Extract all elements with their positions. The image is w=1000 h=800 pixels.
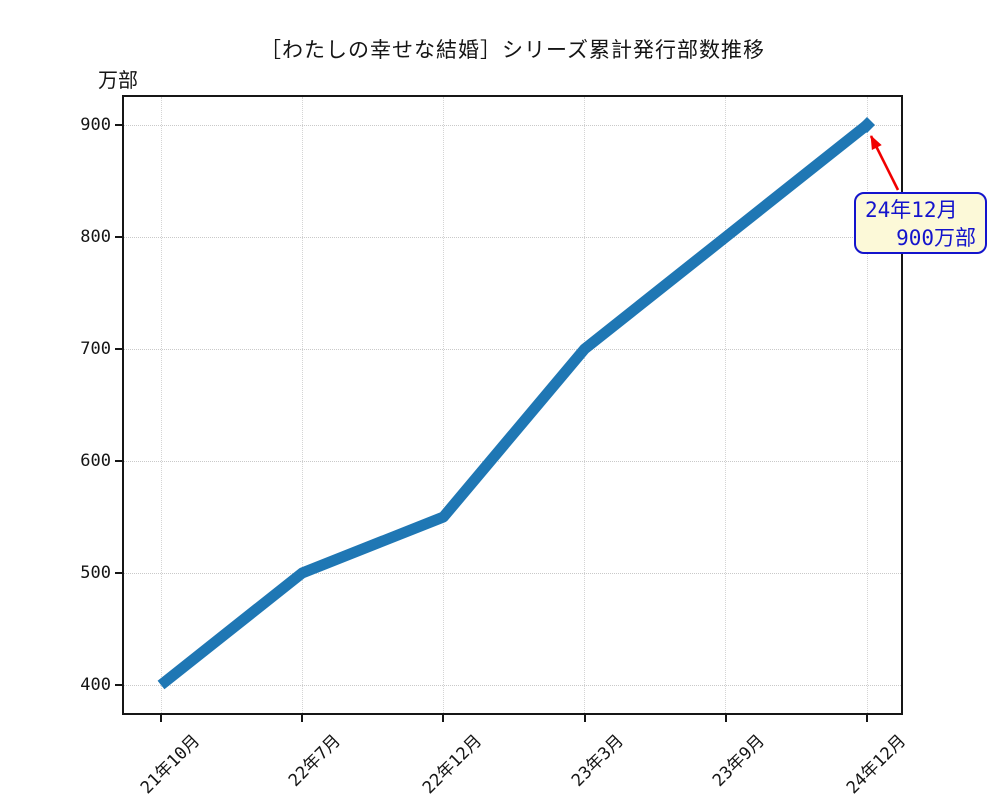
gridline-vertical	[866, 97, 868, 713]
annotation-value: 900万部	[896, 226, 976, 250]
y-tick-label: 700	[80, 339, 111, 359]
y-tick-mark	[115, 572, 122, 574]
x-tick-label: 23年3月	[567, 731, 628, 791]
y-tick-mark	[115, 348, 122, 350]
x-tick-mark	[160, 715, 162, 722]
y-axis-unit-label: 万部	[98, 68, 138, 92]
gridline-vertical	[584, 97, 586, 713]
gridline-vertical	[160, 97, 162, 713]
gridline-horizontal	[124, 348, 901, 350]
y-tick-mark	[115, 684, 122, 686]
gridline-horizontal	[124, 684, 901, 686]
x-tick-mark	[442, 715, 445, 722]
gridline-horizontal	[124, 236, 901, 238]
annotation-callout: 24年12月 900万部	[854, 192, 987, 254]
x-tick-mark	[724, 715, 727, 722]
y-tick-label: 900	[80, 115, 111, 135]
data-line-svg	[157, 117, 875, 690]
x-tick-mark	[583, 715, 586, 722]
x-tick-label: 21年10月	[137, 731, 205, 799]
gridline-vertical	[725, 97, 727, 713]
plot-area	[122, 95, 903, 715]
x-tick-label: 22年12月	[419, 731, 487, 799]
y-tick-mark	[115, 236, 122, 238]
chart-title: ［わたしの幸せな結婚］シリーズ累計発行部数推移	[260, 38, 765, 62]
y-tick-label: 600	[80, 451, 111, 471]
y-tick-label: 500	[80, 563, 111, 583]
series-line	[157, 120, 871, 690]
gridline-horizontal	[124, 124, 901, 126]
x-tick-label: 24年12月	[843, 731, 911, 799]
x-tick-mark	[866, 715, 868, 722]
y-tick-mark	[115, 460, 122, 462]
x-tick-label: 23年9月	[709, 731, 769, 791]
last-point-marker-icon	[859, 117, 875, 133]
x-tick-label: 22年7月	[285, 731, 346, 791]
x-tick-mark	[301, 715, 304, 722]
gridline-vertical	[442, 97, 444, 713]
y-tick-mark	[115, 124, 122, 126]
annotation-date: 24年12月	[865, 198, 958, 222]
gridline-horizontal	[124, 572, 901, 574]
gridline-horizontal	[124, 460, 901, 462]
y-tick-label: 400	[80, 675, 111, 695]
gridline-vertical	[301, 97, 303, 713]
y-tick-label: 800	[80, 227, 111, 247]
